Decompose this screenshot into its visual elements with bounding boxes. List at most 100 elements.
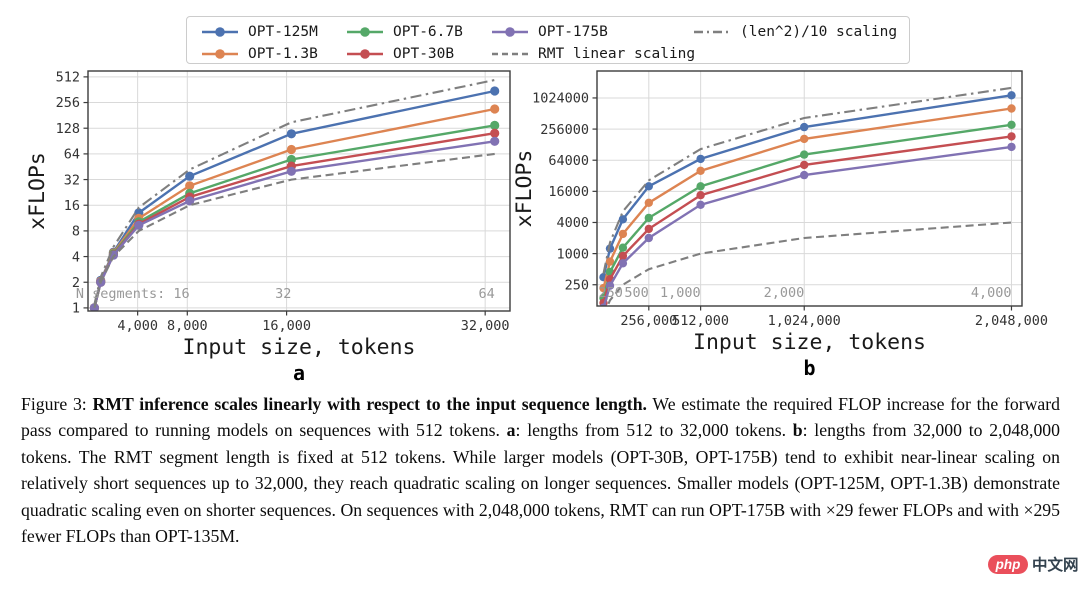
chart-b-series--len-2-10-scaling	[602, 86, 1012, 274]
caption-segment: Figure 3:	[21, 394, 93, 414]
chart-b-ylabel: xFLOPs	[512, 150, 537, 228]
data-point	[618, 251, 628, 261]
y-tick-label: 4000	[556, 215, 589, 231]
data-point	[1007, 104, 1016, 113]
data-point	[644, 198, 653, 207]
chart-a-grid	[88, 71, 510, 311]
y-tick-label: 1024000	[532, 91, 589, 107]
legend-label-opt-6-7b: OPT-6.7B	[393, 24, 463, 40]
y-tick-label: 250	[565, 277, 589, 293]
watermark: php 中文网	[988, 553, 1079, 575]
y-tick-label: 2	[72, 275, 80, 291]
chart-b-series-opt-30b	[599, 132, 1016, 306]
legend-entry-opt-1-3b: OPT-1.3B	[200, 45, 318, 63]
chart-a-series-rmt-linear-scaling	[93, 152, 495, 309]
y-tick-label: 8	[72, 224, 80, 240]
data-point	[644, 182, 653, 191]
data-point	[286, 129, 296, 139]
y-tick-label: 512	[56, 70, 80, 86]
legend-entry-rmt-linear-scaling: RMT linear scaling	[490, 45, 695, 63]
segments-annotation: 32	[275, 286, 291, 302]
caption-segment: RMT inference scales linearly with respe…	[92, 394, 647, 414]
data-point	[618, 229, 628, 239]
x-tick-label: 32,000	[461, 318, 510, 334]
figure-caption: Figure 3: RMT inference scales linearly …	[21, 391, 1060, 549]
y-tick-label: 64000	[548, 153, 589, 169]
data-point	[644, 213, 653, 223]
segments-annotation: 4,000	[971, 285, 1012, 301]
segments-annotation: 250	[599, 285, 623, 301]
data-point	[490, 120, 500, 130]
chart-b-xlabel: Input size, tokens	[693, 330, 926, 355]
data-point	[185, 181, 195, 191]
data-point	[134, 220, 144, 230]
data-point	[644, 233, 653, 243]
segments-annotation: 64	[478, 286, 494, 302]
chart-b-series-opt-125m	[599, 91, 1016, 282]
segments-annotation: 1,000	[660, 285, 701, 301]
legend-solid-marker-line-icon	[202, 27, 238, 37]
data-point	[605, 281, 615, 290]
chart-b-series-opt-6-7b	[599, 120, 1016, 303]
y-tick-label: 32	[64, 172, 80, 188]
caption-segment: : lengths from 512 to 32,000 tokens.	[515, 420, 793, 441]
chart-a-ylabel: xFLOPs	[25, 152, 50, 230]
y-tick-label: 16000	[548, 184, 589, 200]
x-tick-label: 8,000	[167, 318, 208, 334]
caption-segment: a	[506, 420, 516, 441]
data-point	[490, 136, 500, 146]
chart-b-sublabel: b	[803, 356, 815, 380]
x-tick-label: 16,000	[262, 318, 311, 334]
data-point	[605, 257, 615, 266]
legend-entry-opt-6-7b: OPT-6.7B	[345, 23, 463, 41]
legend-label-opt-175b: OPT-175B	[538, 24, 608, 40]
data-point	[185, 171, 195, 181]
legend-entry--len-2-10-scaling: (len^2)/10 scaling	[692, 23, 897, 41]
data-point	[1007, 132, 1016, 141]
y-tick-label: 16	[64, 198, 80, 214]
data-point	[490, 86, 500, 96]
legend-label--len-2-10-scaling: (len^2)/10 scaling	[740, 24, 898, 40]
x-tick-label: 512,000	[672, 313, 729, 329]
data-point	[1007, 120, 1016, 129]
data-point	[800, 170, 809, 180]
data-point	[618, 215, 628, 224]
caption-segment: b	[792, 420, 803, 441]
caption-segment: We estimate the required FLOP increase f…	[21, 394, 1060, 441]
y-tick-label: 256	[56, 95, 80, 111]
data-point	[696, 182, 705, 191]
y-tick-label: 1000	[556, 246, 589, 262]
data-point	[618, 259, 628, 268]
data-point	[696, 154, 705, 164]
watermark-text: 中文网	[1032, 557, 1079, 574]
data-point	[286, 154, 296, 165]
chart-b-series-rmt-linear-scaling	[606, 221, 1012, 306]
data-point	[644, 224, 653, 234]
legend-solid-marker-line-icon	[492, 27, 528, 37]
data-point	[1007, 91, 1016, 100]
chart-b-series-opt-1-3b	[599, 104, 1016, 293]
chart-legend: OPT-125M OPT-1.3B OPT-6.7B OPT-30B OPT-175B R…	[186, 16, 910, 64]
data-point	[599, 303, 608, 306]
data-point	[490, 128, 500, 138]
chart-b-frame	[596, 70, 1023, 307]
legend-label-opt-30b: OPT-30B	[393, 46, 455, 62]
x-tick-label: 1,024,000	[768, 313, 841, 329]
y-tick-label: 128	[56, 121, 80, 137]
data-point	[1007, 142, 1016, 152]
data-point	[800, 160, 809, 170]
data-point	[800, 134, 809, 144]
legend-solid-marker-line-icon	[347, 27, 383, 37]
x-tick-label: 2,048,000	[975, 313, 1048, 329]
y-tick-label: 1	[72, 301, 80, 317]
data-point	[618, 243, 628, 252]
chart-a-series--len-2-10-scaling	[93, 78, 495, 305]
chart-a-xlabel: Input size, tokens	[183, 335, 416, 360]
data-point	[800, 122, 809, 132]
legend-solid-marker-line-icon	[202, 49, 238, 59]
data-point	[185, 196, 195, 206]
data-point	[696, 191, 705, 200]
y-tick-label: 4	[72, 249, 80, 265]
data-point	[286, 144, 296, 155]
